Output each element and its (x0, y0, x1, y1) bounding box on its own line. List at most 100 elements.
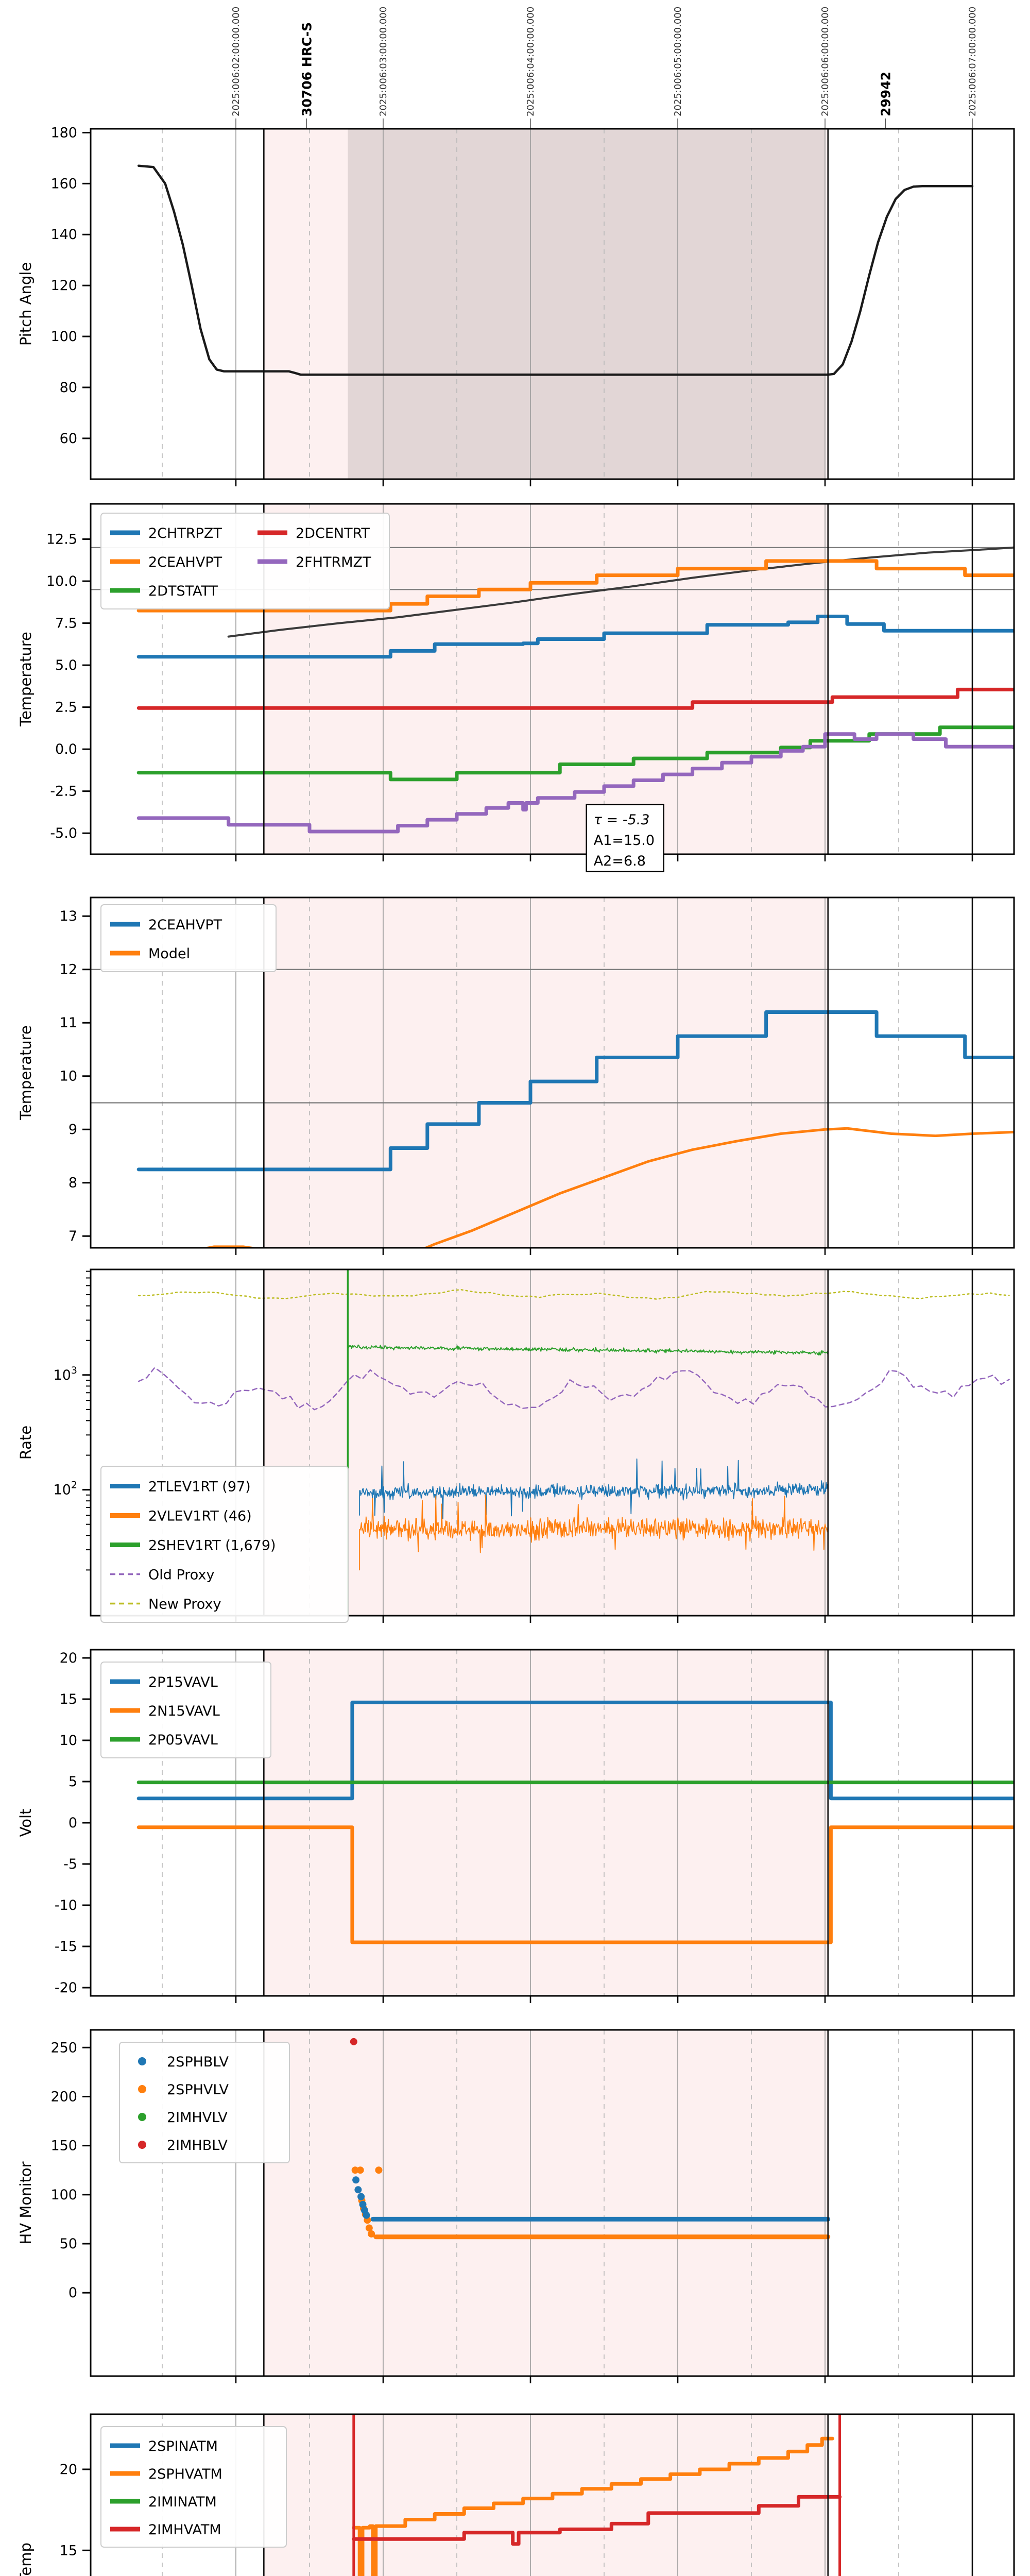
y-axis-title-temp2: Temperature (17, 1025, 35, 1121)
observation-shading (348, 129, 825, 479)
legend-label: 2SHEV1RT (1,679) (148, 1538, 276, 1554)
y-axis-title-volt: Volt (17, 1809, 35, 1837)
legend-temp1: 2CHTRPZT 2CEAHVPT 2DTSTATT 2DCENTRT 2FHTRMZT (100, 513, 390, 609)
panel-pitch: 180 160 140 120 100 80 60 Pitch Angle (17, 125, 1015, 486)
series-2CEAHVPT (136, 1010, 1014, 1172)
legend-label: 2N15VAVL (148, 1703, 220, 1719)
series-2FHTRMZT (136, 732, 1014, 834)
panel-plot-area-hv (162, 2030, 973, 2376)
y-tick-label: 7.5 (55, 616, 77, 632)
y-tick-label: 80 (60, 380, 77, 396)
y-tick-label: 180 (50, 125, 77, 141)
y-axis-rate: 103 102 (54, 1270, 91, 1571)
legend-box (119, 2042, 290, 2163)
panel-plot-area-pitch (137, 129, 974, 479)
data-point (350, 2038, 357, 2045)
legend-label: 2DCENTRT (296, 526, 370, 541)
legend-label: 2CEAHVPT (148, 917, 222, 933)
legend-box (100, 904, 277, 972)
annotation-text: A2=6.8 (594, 853, 646, 869)
legend-label: 2VLEV1RT (46) (148, 1509, 252, 1524)
panel-dettemp: 2015105Detector Temp2SPINATM2SPHVATM2IMI… (17, 2413, 1015, 2576)
y-axis-title-pitch: Pitch Angle (17, 262, 35, 346)
panel-plot-area-volt (136, 1650, 1014, 1996)
panel-border (90, 128, 1015, 480)
legend-temp2: 2CEAHVPT Model (100, 904, 277, 972)
panel-volt: 20151050-5-10-15-20Volt2P15VAVL2N15VAVL2… (17, 1649, 1015, 2003)
y-tick-label: 0 (68, 1815, 77, 1831)
annotation-text: A1=15.0 (594, 833, 655, 849)
utc-time-label: 2025:006:05:00:00.000 (673, 7, 683, 116)
y-tick-label: -20 (55, 1980, 77, 1996)
data-point (365, 2224, 373, 2232)
y-tick-label: 160 (50, 176, 77, 192)
y-axis-volt: 20 15 10 5 0 -5 -10 -15 -20 (55, 1650, 91, 1996)
panel-border (90, 2413, 1015, 2576)
utc-time-label: 2025:006:04:00:00.000 (525, 7, 536, 116)
legend-label: 2IMHVATM (148, 2522, 221, 2538)
y-tick-label: 15 (60, 2543, 77, 2558)
legend-label: 2SPHVATM (148, 2466, 222, 2482)
series-2DTSTATT (136, 725, 1014, 782)
panel-border (90, 2029, 1015, 2377)
legend-box (100, 513, 390, 609)
top-annotations: 2025:006:02:00:00.000 30706 HRC-S 2025:006… (231, 7, 978, 128)
utc-time-label: 2025:006:02:00:00.000 (231, 7, 242, 116)
y-axis-title-hv: HV Monitor (17, 2161, 35, 2244)
radzone-shading (264, 2414, 828, 2576)
data-point (357, 2193, 365, 2200)
y-tick-label: 12 (60, 962, 77, 978)
legend-label: 2IMINATM (148, 2494, 217, 2510)
y-tick-label: -10 (55, 1897, 77, 1913)
series-2CEAHVPT (136, 559, 1014, 613)
legend-marker (138, 2057, 146, 2065)
legend-dettemp: 2SPINATM 2SPHVATM 2IMINATM 2IMHVATM (100, 2426, 287, 2548)
y-tick-label: 2.5 (55, 700, 77, 716)
radzone-shading (264, 1650, 828, 1996)
y-tick-label: 10 (60, 1069, 77, 1084)
y-tick-label: 13 (60, 908, 77, 924)
y-tick-label: 9 (68, 1122, 77, 1138)
panel-border (90, 503, 1015, 855)
series-2IMHVATM (352, 2495, 842, 2546)
series-2N15VAVL (136, 1825, 1014, 1944)
panel-plot-area-dettemp (162, 2414, 973, 2576)
radzone-shading (264, 897, 828, 1248)
data-point (352, 2176, 360, 2184)
y-tick-label: 100 (50, 2187, 77, 2203)
legend-label: 2DTSTATT (148, 583, 218, 599)
fit-annotation: τ = -5.3 A1=15.0 A2=6.8 (586, 804, 664, 873)
legend-label: 2IMHVLV (167, 2110, 228, 2126)
series-2SPHVATM (352, 2436, 834, 2576)
legend-box (100, 1662, 271, 1758)
legend-label: Old Proxy (148, 1567, 214, 1583)
y-tick-label: 100 (50, 329, 77, 345)
series-model (227, 546, 1014, 638)
data-point (375, 2166, 383, 2174)
series-Model (201, 1127, 1014, 1248)
series-2P15VAVL (136, 1700, 1014, 1801)
y-tick-label: 0.0 (55, 741, 77, 757)
y-axis-title-temp1: Temperature (17, 632, 35, 727)
legend-hv: 2SPHBLV 2SPHVLV 2IMHVLV 2IMHBLV (119, 2042, 290, 2163)
y-tick-label: 5.0 (55, 657, 77, 673)
utc-time-label: 2025:006:06:00:00.000 (820, 7, 831, 116)
legend-label: 2P05VAVL (148, 1732, 218, 1748)
series-New Proxy (138, 1289, 1010, 1300)
legend-label: 2IMHBLV (167, 2138, 228, 2154)
data-point (363, 2211, 370, 2219)
legend-label: 2SPHVLV (167, 2082, 229, 2098)
panel-temp2: 13 12 11 10 9 8 7 Temperature 2CEAHVPT Model (17, 896, 1015, 1255)
y-tick-label: 120 (50, 278, 77, 294)
y-tick-label: 11 (60, 1015, 77, 1031)
y-tick-label: 8 (68, 1175, 77, 1191)
y-tick-label: 250 (50, 2040, 77, 2056)
y-axis-temp2: 13 12 11 10 9 8 7 (60, 908, 91, 1244)
radzone-shading (264, 2030, 828, 2376)
y-tick-label: 5 (68, 1774, 77, 1790)
series-2SHEV1RT (347, 1344, 829, 1614)
legend-box (100, 1466, 349, 1623)
legend-label: New Proxy (148, 1597, 221, 1613)
y-axis-temp1: 12.5 10.0 7.5 5.0 2.5 0.0 -2.5 -5.0 (46, 531, 91, 841)
